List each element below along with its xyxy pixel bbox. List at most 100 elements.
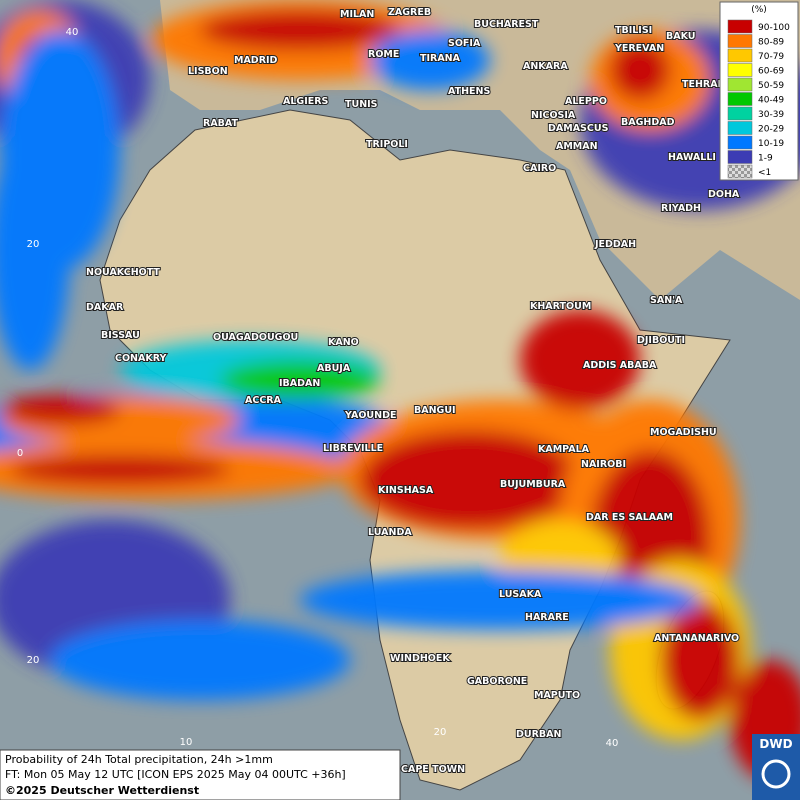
- city-label: SOFIA: [448, 38, 481, 49]
- precip-area: [200, 10, 400, 50]
- city-label: ACCRA: [245, 395, 282, 406]
- grid-label: 10: [180, 737, 193, 748]
- city-label: TUNIS: [345, 99, 378, 110]
- legend-swatch: [727, 150, 753, 164]
- info-title: Probability of 24h Total precipitation, …: [5, 753, 273, 766]
- city-label: RIYADH: [661, 203, 701, 214]
- city-label: TBILISI: [615, 25, 652, 36]
- grid-label: 40: [606, 738, 619, 749]
- city-label: MILAN: [340, 9, 374, 20]
- city-label: KHARTOUM: [530, 301, 591, 312]
- precip-area: [610, 40, 670, 100]
- city-label: RABAT: [203, 118, 239, 129]
- legend-label: 60-69: [758, 67, 784, 77]
- info-forecast: FT: Mon 05 May 12 UTC [ICON EPS 2025 May…: [5, 768, 346, 781]
- city-label: LUANDA: [368, 527, 412, 538]
- precip-area: [10, 455, 230, 485]
- info-bg: [0, 749, 401, 800]
- city-label: LUSAKA: [499, 589, 542, 600]
- precip-area: [370, 30, 490, 90]
- legend-swatch: [727, 77, 753, 92]
- legend-swatch: [727, 121, 753, 135]
- city-label: YAOUNDE: [344, 410, 396, 421]
- city-label: KAMPALA: [538, 444, 590, 455]
- city-label: DAMASCUS: [548, 123, 609, 134]
- grid-label: 0: [17, 448, 23, 459]
- grid-label: 40: [66, 27, 79, 38]
- legend-swatch: [727, 135, 753, 150]
- city-label: TRIPOLI: [366, 139, 408, 150]
- city-label: BANGUI: [414, 405, 456, 416]
- logo-text: DWD: [759, 737, 792, 751]
- precip-area: [220, 360, 380, 400]
- city-label: LISBON: [188, 66, 228, 77]
- city-label: LIBREVILLE: [323, 443, 383, 454]
- city-label: OUAGADOUGOU: [213, 332, 298, 343]
- city-label: DOHA: [708, 189, 740, 200]
- precipitation: [0, 0, 800, 780]
- city-label: ANTANANARIVO: [654, 633, 739, 644]
- legend: (%) 90-100 80-89 70-79 60-69 50-59 40-49 30-39…: [719, 1, 799, 181]
- city-label: TIRANA: [420, 53, 461, 64]
- legend-label: <1: [758, 168, 771, 178]
- legend-label: 20-29: [758, 125, 784, 135]
- legend-swatch: [727, 106, 753, 121]
- precip-area: [360, 430, 580, 530]
- legend-label: 1-9: [758, 154, 773, 164]
- city-label: WINDHOEK: [390, 653, 450, 664]
- city-label: DAKAR: [86, 302, 124, 313]
- legend-swatch: [727, 19, 753, 34]
- city-label: HAWALLI: [668, 152, 716, 163]
- legend-label: 90-100: [758, 23, 790, 33]
- logo-bg: [752, 734, 800, 800]
- city-label: ABUJA: [317, 363, 351, 374]
- city-label: CONAKRY: [115, 353, 167, 364]
- city-label: CAIRO: [523, 163, 556, 174]
- legend-swatch: [727, 164, 753, 179]
- city-label: IBADAN: [279, 378, 320, 389]
- legend-label: 30-39: [758, 110, 784, 120]
- city-label: AMMAN: [556, 141, 598, 152]
- city-label: ADDIS ABABA: [583, 360, 657, 371]
- grid-label: 20: [27, 655, 40, 666]
- legend-label: 70-79: [758, 52, 784, 62]
- city-label: MADRID: [234, 55, 278, 66]
- grid-label: 20: [434, 727, 447, 738]
- city-label: ROME: [368, 49, 399, 60]
- city-label: NOUAKCHOTT: [86, 267, 160, 278]
- city-label: MAPUTO: [534, 690, 580, 701]
- logo: DWD: [752, 734, 800, 800]
- city-label: BISSAU: [101, 330, 140, 341]
- grid-label: 20: [27, 239, 40, 250]
- info-copyright: ©2025 Deutscher Wetterdienst: [5, 784, 199, 797]
- city-label: ALEPPO: [565, 96, 607, 107]
- legend-label: 50-59: [758, 81, 784, 91]
- city-label: JEDDAH: [594, 239, 636, 250]
- legend-unit: (%): [751, 5, 767, 15]
- precip-area: [0, 130, 70, 370]
- city-label: ATHENS: [448, 86, 490, 97]
- precip-area: [0, 395, 120, 425]
- city-label: BAKU: [666, 31, 696, 42]
- city-label: TEHRAN: [682, 79, 726, 90]
- precip-area: [300, 570, 700, 630]
- city-label: DURBAN: [516, 729, 562, 740]
- precip-area: [520, 310, 640, 410]
- city-label: SAN'A: [650, 295, 683, 306]
- precip-area: [50, 620, 350, 700]
- city-label: ZAGREB: [388, 7, 431, 18]
- city-label: BUCHAREST: [474, 19, 539, 30]
- legend-label: 80-89: [758, 38, 784, 48]
- city-label: YEREVAN: [614, 43, 664, 54]
- city-label: KANO: [328, 337, 359, 348]
- precip-area: [660, 600, 740, 720]
- city-label: NAIROBI: [581, 459, 626, 470]
- legend-swatch: [727, 34, 753, 48]
- city-label: HARARE: [525, 612, 569, 623]
- city-label: ALGIERS: [283, 96, 329, 107]
- city-label: BUJUMBURA: [500, 479, 566, 490]
- city-label: ANKARA: [523, 61, 568, 72]
- logo-icon: [761, 759, 791, 789]
